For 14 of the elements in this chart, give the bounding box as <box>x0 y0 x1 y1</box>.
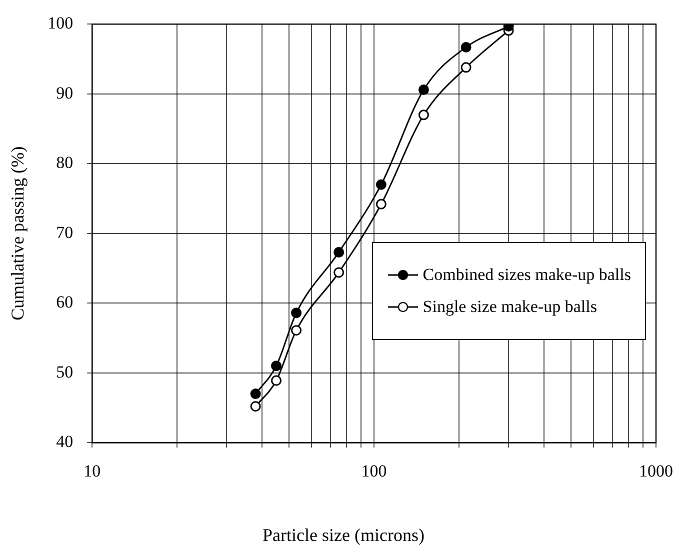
y-tick-label: 100 <box>48 14 74 33</box>
y-tick-label: 60 <box>56 292 74 312</box>
y-tick-label: 90 <box>56 83 74 102</box>
y-axis-title: Cumulative passing (%) <box>8 146 28 320</box>
y-tick-label: 40 <box>56 432 74 452</box>
y-tick-label: 50 <box>56 362 74 382</box>
x-tick-label: 10 <box>84 461 101 480</box>
legend-label: Combined sizes make-up balls <box>422 264 631 285</box>
y-tick-label: 70 <box>56 222 74 242</box>
x-tick-label: 1000 <box>639 461 673 480</box>
x-tick-label: 100 <box>361 461 387 480</box>
x-axis-title: Particle size (microns) <box>262 525 426 546</box>
legend-label: Single size make-up balls <box>422 296 597 317</box>
y-tick-label: 80 <box>56 153 74 172</box>
